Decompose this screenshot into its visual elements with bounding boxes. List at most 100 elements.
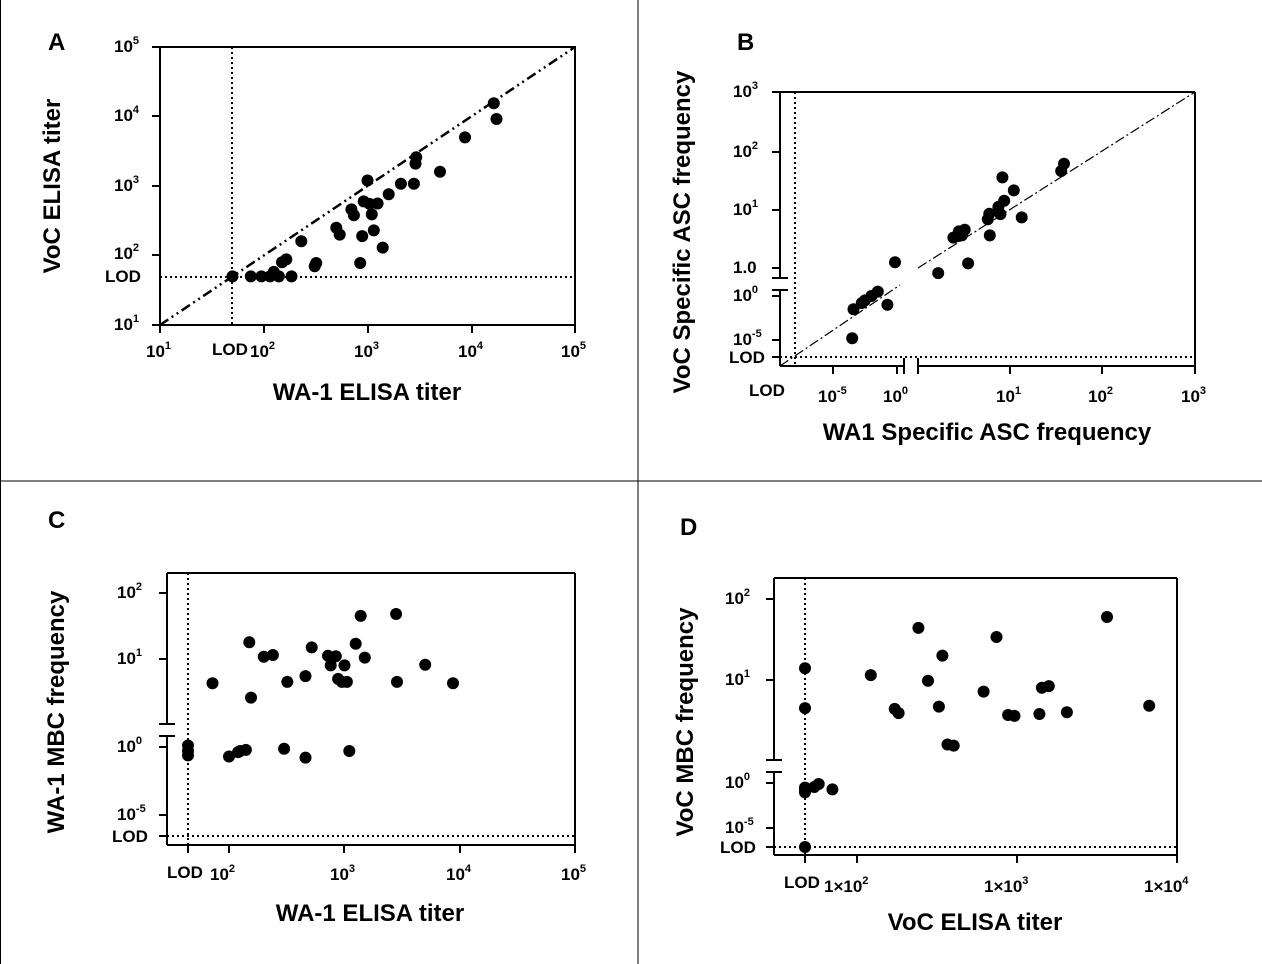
panel-b-x-ticks bbox=[832, 366, 1196, 374]
panel-d-x-tick-1e3: 1×103 bbox=[984, 875, 1028, 896]
panel-c-x-tick-10-3: 103 bbox=[330, 863, 355, 884]
panel-c-x-axis-label: WA-1 ELISA titer bbox=[276, 900, 464, 927]
panel-c-x-lod-label: LOD bbox=[167, 863, 203, 882]
panel-d-label: D bbox=[680, 514, 697, 541]
panel-c-point-9 bbox=[324, 659, 337, 672]
panel-c-point-13 bbox=[338, 659, 351, 672]
panel-c-point-1 bbox=[243, 636, 256, 649]
panel-b-points bbox=[846, 157, 1070, 345]
panel-b-y-lod-label: LOD bbox=[729, 348, 765, 367]
panel-b-y-tick-10-0: 100 bbox=[733, 284, 758, 305]
panel-d-point-8 bbox=[936, 649, 949, 662]
panel-b-y-tick-10-minus5: 10-5 bbox=[733, 328, 762, 349]
panel-c-point-6 bbox=[299, 670, 312, 683]
panel-a-point-30 bbox=[434, 165, 446, 178]
panel-c-low-point-3 bbox=[223, 750, 235, 763]
panel-a-point-0 bbox=[226, 270, 239, 283]
panel-b-identity-line-upper bbox=[917, 91, 1196, 269]
panel-a-y-ticks bbox=[152, 46, 160, 326]
panel-a-point-25 bbox=[382, 188, 395, 201]
panel-a-point-17 bbox=[356, 230, 369, 243]
panel-c-low-point-6 bbox=[239, 743, 252, 756]
panel-c-point-19 bbox=[391, 675, 403, 688]
panel-b-point-14 bbox=[998, 194, 1011, 207]
panel-b-x-tick-10-minus5: 10-5 bbox=[818, 385, 847, 406]
panel-a-x-axis-label: WA-1 ELISA titer bbox=[273, 379, 461, 406]
panel-a-point-23 bbox=[371, 197, 384, 210]
panel-a-point-11 bbox=[310, 257, 323, 269]
panel-a-point-29 bbox=[410, 151, 423, 164]
panel-b-x-lod-label: LOD bbox=[749, 381, 785, 400]
panel-a-x-tick-10-3: 103 bbox=[354, 340, 379, 361]
panel-c-point-17 bbox=[358, 651, 371, 664]
panel-b-point-12 bbox=[994, 208, 1007, 221]
panel-d-point-17 bbox=[1042, 680, 1055, 693]
panel-b-point-16 bbox=[1015, 211, 1028, 224]
panel-d-point-19 bbox=[1101, 611, 1113, 623]
panel-c-low-point-2 bbox=[182, 749, 194, 762]
panel-a-point-9 bbox=[295, 235, 308, 248]
panel-c-point-21 bbox=[447, 677, 459, 690]
panel-a-x-ticks bbox=[159, 325, 576, 333]
panel-d-x-axis-label: VoC ELISA titer bbox=[888, 909, 1063, 936]
panel-c-point-3 bbox=[257, 650, 270, 663]
panel-b-y-axis-label: VoC Specific ASC frequency bbox=[669, 70, 696, 393]
panel-b-identity-line-lower bbox=[779, 284, 901, 367]
panel-b-point-18 bbox=[1058, 157, 1070, 170]
panel-a: A 101 102 103 104 105 LOD 105 104 bbox=[39, 29, 586, 406]
panel-b-x-tick-10-0: 100 bbox=[883, 385, 908, 406]
panel-d-point-1 bbox=[799, 702, 811, 715]
panel-d-point-0 bbox=[799, 662, 811, 675]
panel-a-point-16 bbox=[354, 257, 367, 269]
panel-d-point-5 bbox=[912, 621, 925, 634]
panel-a-x-lod-label: LOD bbox=[212, 340, 248, 359]
panel-a-y-tick-10-1: 101 bbox=[114, 313, 139, 334]
panel-c-y-tick-10-2: 102 bbox=[117, 581, 142, 602]
panel-b-y-tick-1-0: 1.0 bbox=[733, 258, 757, 277]
panel-d-point-4 bbox=[892, 707, 905, 720]
panel-a-y-tick-10-3: 103 bbox=[114, 174, 139, 195]
panel-c-x-tick-10-4: 104 bbox=[446, 863, 472, 884]
panel-b-x-tick-10-3: 103 bbox=[1181, 385, 1206, 406]
panel-d-y-axis-label: VoC MBC frequency bbox=[672, 607, 699, 837]
panel-b-point-13 bbox=[996, 171, 1009, 184]
panel-b-point-15 bbox=[1007, 184, 1020, 197]
panel-d-point-12 bbox=[990, 631, 1003, 643]
panel-d-low-point-4 bbox=[812, 778, 825, 790]
panel-a-point-21 bbox=[365, 208, 378, 221]
panel-a-point-7 bbox=[280, 253, 293, 266]
panel-d-y-tick-10-1: 101 bbox=[725, 668, 750, 689]
panel-b-low-point-1 bbox=[847, 303, 860, 316]
panel-d-y-tick-10-minus5: 10-5 bbox=[725, 816, 754, 837]
panel-a-point-33 bbox=[490, 113, 503, 125]
panel-a-point-5 bbox=[272, 270, 285, 283]
panel-a-x-tick-10-5: 105 bbox=[561, 340, 586, 361]
panel-c-point-18 bbox=[390, 608, 403, 620]
panel-b-point-0 bbox=[889, 256, 901, 269]
panel-d-low-point-6 bbox=[799, 841, 811, 853]
panel-c-x-tick-10-2: 102 bbox=[210, 863, 235, 884]
panel-c-point-2 bbox=[245, 691, 257, 704]
panel-b-point-9 bbox=[983, 207, 996, 220]
panel-b-x-axis-label: WA1 Specific ASC frequency bbox=[823, 419, 1152, 446]
panel-b-x-tick-10-2: 102 bbox=[1088, 385, 1113, 406]
panel-a-y-lod-label: LOD bbox=[105, 267, 141, 286]
panel-a-y-axis-label: VoC ELISA titer bbox=[39, 99, 66, 274]
panel-d-y-lod-label: LOD bbox=[720, 838, 756, 857]
panel-d-point-10 bbox=[947, 739, 960, 752]
panel-b-y-tick-10-3: 103 bbox=[733, 80, 758, 101]
panel-d-low-point-2 bbox=[799, 786, 811, 799]
panel-c: C 102 101 100 10-5 LOD LOD 102 10 bbox=[43, 507, 586, 927]
panel-a-point-22 bbox=[367, 224, 380, 237]
panel-a-point-31 bbox=[459, 131, 471, 144]
panel-d-point-20 bbox=[1143, 699, 1156, 712]
panel-a-y-tick-10-4: 104 bbox=[114, 104, 140, 125]
panel-c-x-tick-10-5: 105 bbox=[561, 863, 586, 884]
panel-d-x-lod-label: LOD bbox=[784, 873, 820, 892]
panel-c-point-15 bbox=[349, 637, 362, 650]
panel-c-point-14 bbox=[340, 675, 353, 688]
panel-a-point-1 bbox=[244, 270, 257, 283]
panel-c-point-5 bbox=[281, 675, 294, 688]
panel-c-y-ticks bbox=[159, 592, 167, 837]
panel-c-y-lod-label: LOD bbox=[112, 827, 148, 846]
